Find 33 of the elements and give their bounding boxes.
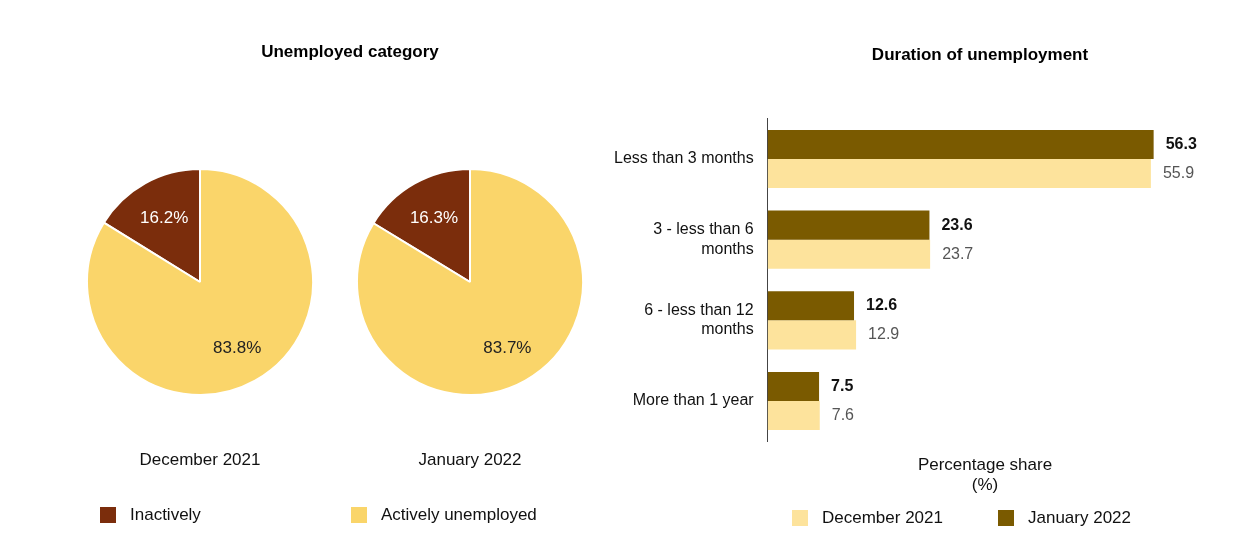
bar (767, 291, 855, 321)
chart-title: Duration of unemployment (870, 45, 1090, 65)
data-label: 12.6 (866, 296, 898, 314)
text: January 2022 (417, 450, 523, 470)
bar (767, 129, 1154, 159)
data-label: 56.3 (1165, 134, 1197, 152)
data-label: 55.9 (1162, 163, 1195, 181)
y-tick-label: 6 - less than 12 months (644, 301, 754, 338)
legend-label: December 2021 (822, 508, 943, 528)
bar (767, 239, 931, 269)
y-tick-label: Less than 3 months (614, 149, 754, 167)
chart-title: Unemployed category (260, 42, 440, 62)
data-label: 7.5 (831, 376, 854, 394)
data-label: 83.7% (483, 338, 532, 358)
bar (767, 372, 820, 402)
data-label: 16.2% (140, 207, 189, 227)
legend-label: Inactively (130, 505, 201, 525)
legend-label: Actively unemployed (380, 505, 537, 525)
bar (767, 320, 857, 350)
bar (767, 158, 1151, 188)
x-axis-title: Percentage share (%) (916, 455, 1054, 495)
data-label: 83.8% (213, 338, 262, 358)
legend-label: January 2022 (1027, 508, 1131, 528)
data-label: 23.7 (942, 244, 974, 262)
data-label: 16.3% (409, 207, 459, 227)
data-label: 23.6 (941, 215, 973, 233)
text: December 2021 (138, 450, 262, 470)
data-label: 7.6 (831, 405, 855, 423)
data-label: 12.9 (868, 325, 900, 343)
bar (767, 401, 820, 431)
y-tick-label: 3 - less than 6 months (653, 220, 754, 257)
bar (767, 210, 930, 240)
y-tick-label: More than 1 year (632, 391, 755, 409)
